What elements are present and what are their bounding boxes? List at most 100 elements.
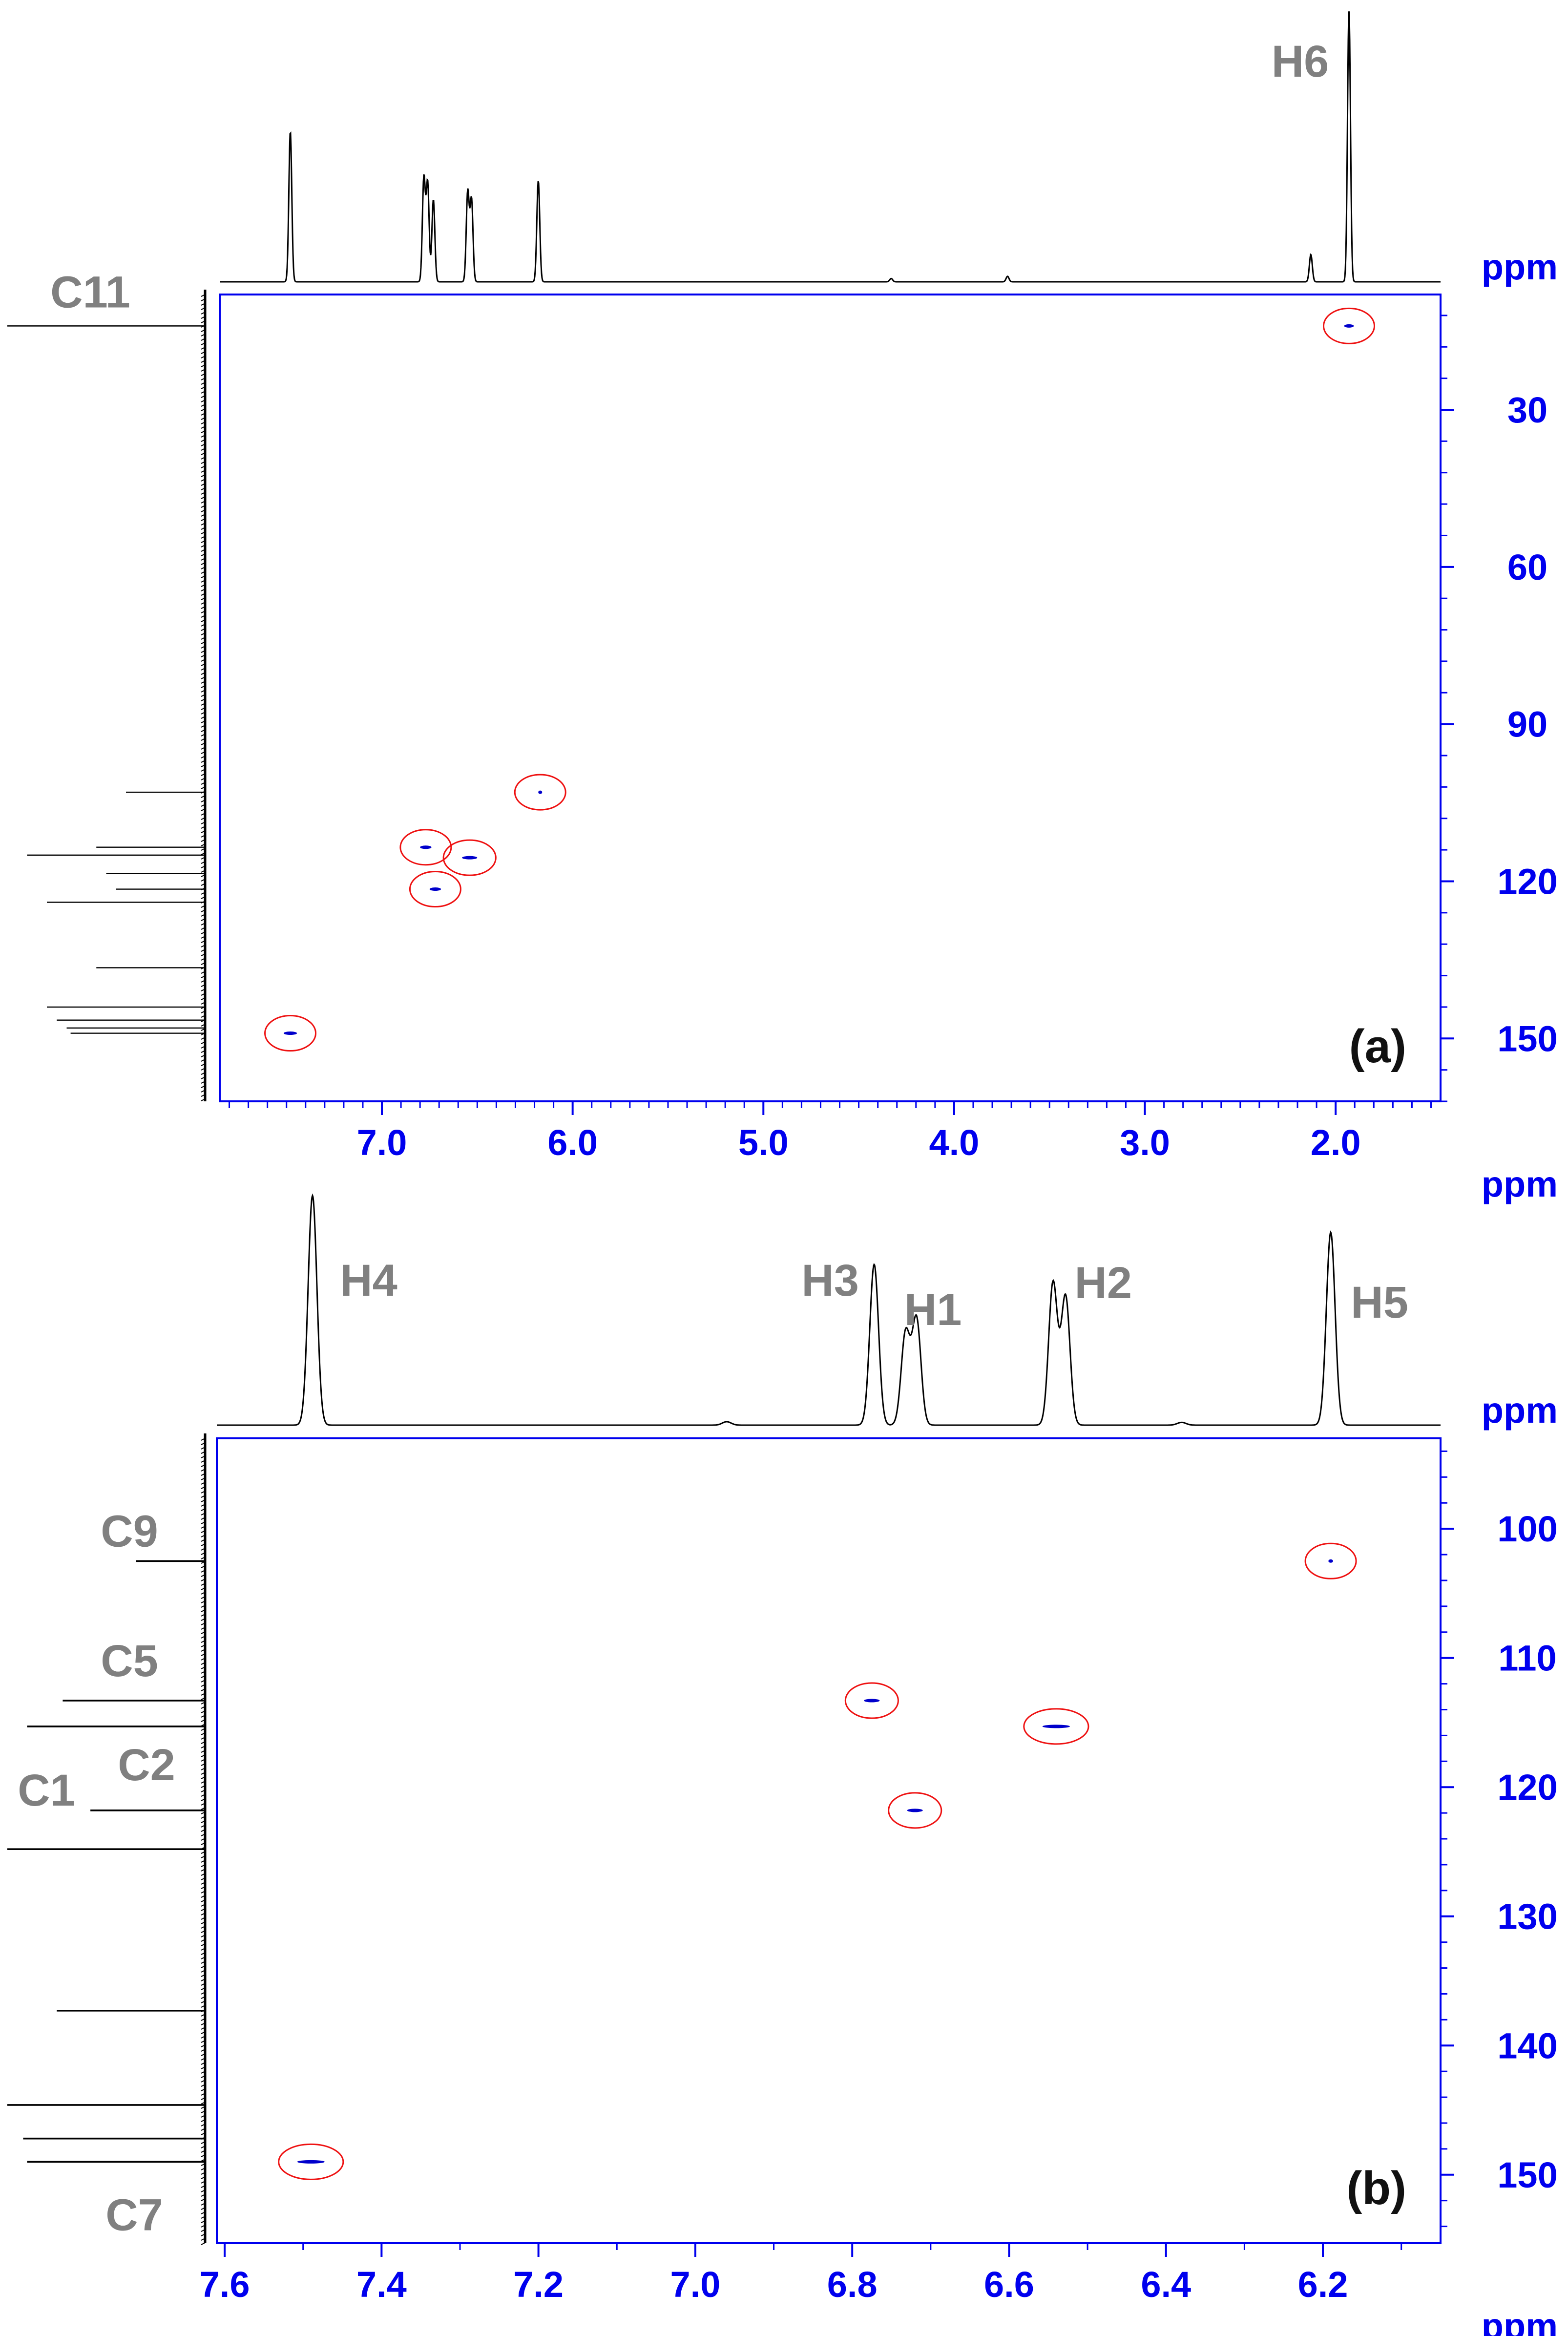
side-spectrum-noise bbox=[201, 298, 206, 301]
side-spectrum-noise bbox=[201, 1482, 206, 1485]
side-spectrum-noise bbox=[201, 1882, 206, 1885]
side-spectrum-noise bbox=[201, 1636, 206, 1639]
side-spectrum-noise bbox=[201, 1028, 206, 1031]
side-spectrum-noise bbox=[201, 1873, 206, 1876]
side-spectrum-noise bbox=[201, 316, 206, 319]
side-spectrum-noise bbox=[201, 641, 206, 644]
side-spectrum-noise bbox=[201, 435, 206, 438]
side-spectrum-noise bbox=[201, 2211, 206, 2214]
side-peak-label: C2 bbox=[118, 1740, 175, 1790]
side-spectrum-noise bbox=[201, 2049, 206, 2052]
cross-peak bbox=[1344, 324, 1354, 328]
side-spectrum-noise bbox=[201, 698, 206, 701]
side-spectrum-noise bbox=[201, 756, 206, 758]
side-spectrum-noise bbox=[201, 360, 206, 363]
y-tick-label: 90 bbox=[1507, 704, 1547, 745]
side-spectrum-noise bbox=[201, 707, 206, 710]
side-spectrum-noise bbox=[201, 1495, 206, 1498]
plot-frame bbox=[219, 294, 1442, 1102]
side-spectrum-noise bbox=[201, 989, 206, 991]
side-spectrum-noise bbox=[201, 936, 206, 939]
side-spectrum-noise bbox=[201, 2044, 206, 2047]
side-spectrum-noise bbox=[201, 2233, 206, 2236]
side-spectrum-noise bbox=[201, 531, 206, 534]
side-spectrum-noise bbox=[201, 329, 206, 332]
side-spectrum-noise bbox=[201, 1068, 206, 1071]
side-spectrum-noise bbox=[201, 347, 206, 350]
side-spectrum-noise bbox=[201, 514, 206, 517]
side-spectrum-noise bbox=[201, 685, 206, 688]
side-spectrum-noise bbox=[201, 896, 206, 899]
side-spectrum-noise bbox=[201, 918, 206, 921]
side-spectrum-noise bbox=[201, 1622, 206, 1625]
panel-a: 7.0 6.0 5.0 4.0 3.0 2.0 ppm 30 60 90 120 150 ppm H6 C1… bbox=[7, 11, 1558, 1204]
side-spectrum-noise bbox=[201, 2066, 206, 2069]
side-spectrum-noise bbox=[201, 1746, 206, 1748]
x-tick-label: 7.2 bbox=[513, 2264, 564, 2305]
side-spectrum-noise bbox=[201, 958, 206, 961]
side-peak-label: C7 bbox=[105, 2190, 163, 2240]
side-spectrum-noise bbox=[201, 395, 206, 398]
side-spectrum-noise bbox=[201, 1508, 206, 1511]
x-tick-label: 6.0 bbox=[547, 1122, 598, 1163]
side-spectrum-noise bbox=[201, 1702, 206, 1705]
side-spectrum-noise bbox=[201, 782, 206, 785]
side-spectrum-noise bbox=[201, 747, 206, 750]
side-spectrum-noise bbox=[201, 720, 206, 723]
side-spectrum-noise bbox=[201, 1565, 206, 1568]
cross-peak-circle bbox=[399, 829, 452, 866]
side-spectrum-noise bbox=[201, 1680, 206, 1683]
cross-peak bbox=[420, 845, 432, 849]
side-spectrum-noise bbox=[201, 1965, 206, 1968]
side-spectrum-noise bbox=[201, 615, 206, 618]
side-spectrum-noise bbox=[201, 1085, 206, 1088]
side-spectrum-noise bbox=[201, 1957, 206, 1959]
side-spectrum-noise bbox=[201, 1759, 206, 1762]
side-spectrum-noise bbox=[201, 2159, 206, 2162]
top-spectrum-unit: ppm bbox=[1482, 247, 1558, 287]
side-spectrum-noise bbox=[201, 1578, 206, 1581]
side-spectrum-noise bbox=[201, 1644, 206, 1647]
x-tick-label: 7.6 bbox=[200, 2264, 250, 2305]
side-spectrum-noise bbox=[201, 663, 206, 666]
side-spectrum-noise bbox=[201, 1820, 206, 1823]
side-spectrum-noise bbox=[201, 962, 206, 965]
side-spectrum-noise bbox=[201, 914, 206, 917]
side-spectrum-noise bbox=[201, 1543, 206, 1546]
side-spectrum-noise bbox=[201, 1583, 206, 1586]
side-spectrum-noise bbox=[201, 2005, 206, 2008]
side-spectrum-noise bbox=[201, 1763, 206, 1766]
side-spectrum-noise bbox=[201, 536, 206, 539]
x-tick-label: 6.8 bbox=[827, 2264, 878, 2305]
side-spectrum-noise bbox=[201, 2119, 206, 2122]
side-spectrum-noise bbox=[201, 729, 206, 732]
side-spectrum-noise bbox=[201, 1539, 206, 1542]
side-spectrum-noise bbox=[201, 1671, 206, 1674]
side-spectrum-noise bbox=[201, 2031, 206, 2034]
side-spectrum-noise bbox=[201, 505, 206, 508]
side-peak-label: C1 bbox=[18, 1766, 75, 1815]
side-spectrum-noise bbox=[201, 892, 206, 895]
side-spectrum-noise bbox=[201, 953, 206, 956]
side-spectrum-noise bbox=[201, 826, 206, 829]
side-spectrum-noise bbox=[201, 725, 206, 728]
cross-peak bbox=[1042, 1725, 1070, 1728]
x-tick-label: 7.4 bbox=[356, 2264, 407, 2305]
side-spectrum-noise bbox=[201, 1816, 206, 1819]
side-spectrum-noise bbox=[201, 852, 206, 855]
x-tick-label: 5.0 bbox=[738, 1122, 789, 1163]
side-spectrum-noise bbox=[201, 1605, 206, 1608]
side-spectrum-noise bbox=[201, 1803, 206, 1806]
cross-peak-circle bbox=[278, 2143, 344, 2180]
side-spectrum-noise bbox=[201, 2220, 206, 2223]
side-spectrum-noise bbox=[201, 1521, 206, 1524]
y-tick-label: 100 bbox=[1497, 1509, 1557, 1549]
side-spectrum-noise bbox=[201, 1908, 206, 1911]
side-spectrum-noise bbox=[201, 646, 206, 649]
side-spectrum-noise bbox=[201, 567, 206, 569]
side-spectrum-noise bbox=[201, 2198, 206, 2201]
side-spectrum-noise bbox=[201, 2185, 206, 2188]
side-spectrum-noise bbox=[201, 553, 206, 556]
side-spectrum-noise bbox=[201, 1530, 206, 1533]
side-spectrum-noise bbox=[201, 580, 206, 583]
